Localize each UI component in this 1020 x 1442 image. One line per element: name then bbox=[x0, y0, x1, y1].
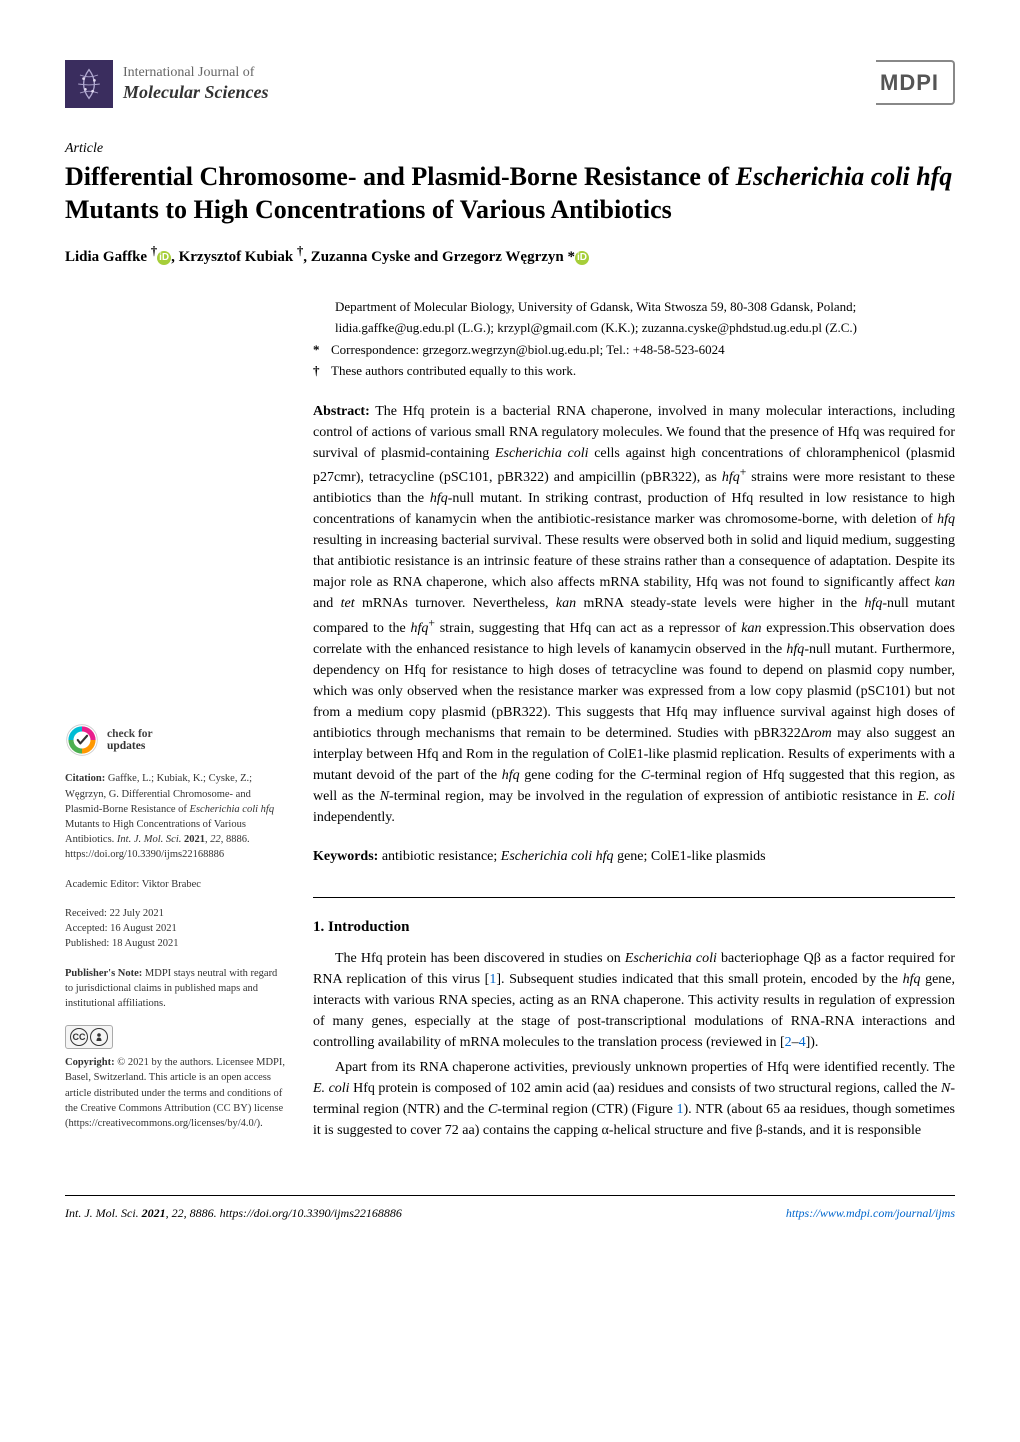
citation-label: Citation: bbox=[65, 773, 105, 784]
updates-text: check for updates bbox=[107, 728, 153, 753]
editor-block: Academic Editor: Viktor Brabec bbox=[65, 877, 285, 892]
journal-name: International Journal of Molecular Scien… bbox=[123, 65, 269, 103]
keywords: Keywords: antibiotic resistance; Escheri… bbox=[313, 846, 955, 867]
main-content: Department of Molecular Biology, Univers… bbox=[313, 297, 955, 1146]
section-heading: 1. Introduction bbox=[313, 916, 955, 939]
journal-line1: International Journal of bbox=[123, 65, 269, 82]
section-divider bbox=[313, 897, 955, 898]
page-header: International Journal of Molecular Scien… bbox=[65, 60, 955, 108]
by-icon bbox=[90, 1028, 108, 1046]
date-received: Received: 22 July 2021 bbox=[65, 906, 285, 921]
citation-block: Citation: Gaffke, L.; Kubiak, K.; Cyske,… bbox=[65, 771, 285, 862]
journal-line2: Molecular Sciences bbox=[123, 82, 269, 104]
equal-contrib: †These authors contributed equally to th… bbox=[335, 361, 955, 381]
updates-icon bbox=[65, 723, 99, 757]
abstract: Abstract: The Hfq protein is a bacterial… bbox=[313, 401, 955, 828]
sidebar: check for updates Citation: Gaffke, L.; … bbox=[65, 297, 285, 1146]
publisher-logo: MDPI bbox=[876, 60, 955, 105]
citation-text: Gaffke, L.; Kubiak, K.; Cyske, Z.; Węgrz… bbox=[65, 773, 274, 860]
dates-block: Received: 22 July 2021 Accepted: 16 Augu… bbox=[65, 906, 285, 952]
abstract-text: The Hfq protein is a bacterial RNA chape… bbox=[313, 404, 955, 825]
affiliation-dept: Department of Molecular Biology, Univers… bbox=[335, 297, 955, 317]
intro-para-2: Apart from its RNA chaperone activities,… bbox=[313, 1057, 955, 1141]
date-accepted: Accepted: 16 August 2021 bbox=[65, 921, 285, 936]
check-for-updates-badge[interactable]: check for updates bbox=[65, 723, 285, 757]
affiliation-block: Department of Molecular Biology, Univers… bbox=[313, 297, 955, 381]
article-type: Article bbox=[65, 138, 955, 159]
abstract-label: Abstract: bbox=[313, 404, 370, 419]
journal-icon bbox=[65, 60, 113, 108]
authors: Lidia Gaffke †iD, Krzysztof Kubiak †, Zu… bbox=[65, 242, 955, 269]
keywords-text: antibiotic resistance; Escherichia coli … bbox=[382, 849, 766, 864]
license-block: CC Copyright: © 2021 by the authors. Lic… bbox=[65, 1025, 285, 1131]
publishers-note-block: Publisher's Note: MDPI stays neutral wit… bbox=[65, 966, 285, 1012]
date-published: Published: 18 August 2021 bbox=[65, 936, 285, 951]
journal-block: International Journal of Molecular Scien… bbox=[65, 60, 269, 108]
keywords-label: Keywords: bbox=[313, 849, 378, 864]
affiliation-emails: lidia.gaffke@ug.edu.pl (L.G.); krzypl@gm… bbox=[335, 318, 955, 338]
intro-para-1: The Hfq protein has been discovered in s… bbox=[313, 948, 955, 1053]
article-title: Differential Chromosome- and Plasmid-Bor… bbox=[65, 161, 955, 226]
footer-left: Int. J. Mol. Sci. 2021, 22, 8886. https:… bbox=[65, 1204, 402, 1222]
page-footer: Int. J. Mol. Sci. 2021, 22, 8886. https:… bbox=[65, 1195, 955, 1222]
footer-right: https://www.mdpi.com/journal/ijms bbox=[786, 1204, 955, 1222]
cc-by-icon: CC bbox=[65, 1025, 113, 1049]
correspondence: *Correspondence: grzegorz.wegrzyn@biol.u… bbox=[335, 340, 955, 360]
journal-url-link[interactable]: https://www.mdpi.com/journal/ijms bbox=[786, 1206, 955, 1220]
